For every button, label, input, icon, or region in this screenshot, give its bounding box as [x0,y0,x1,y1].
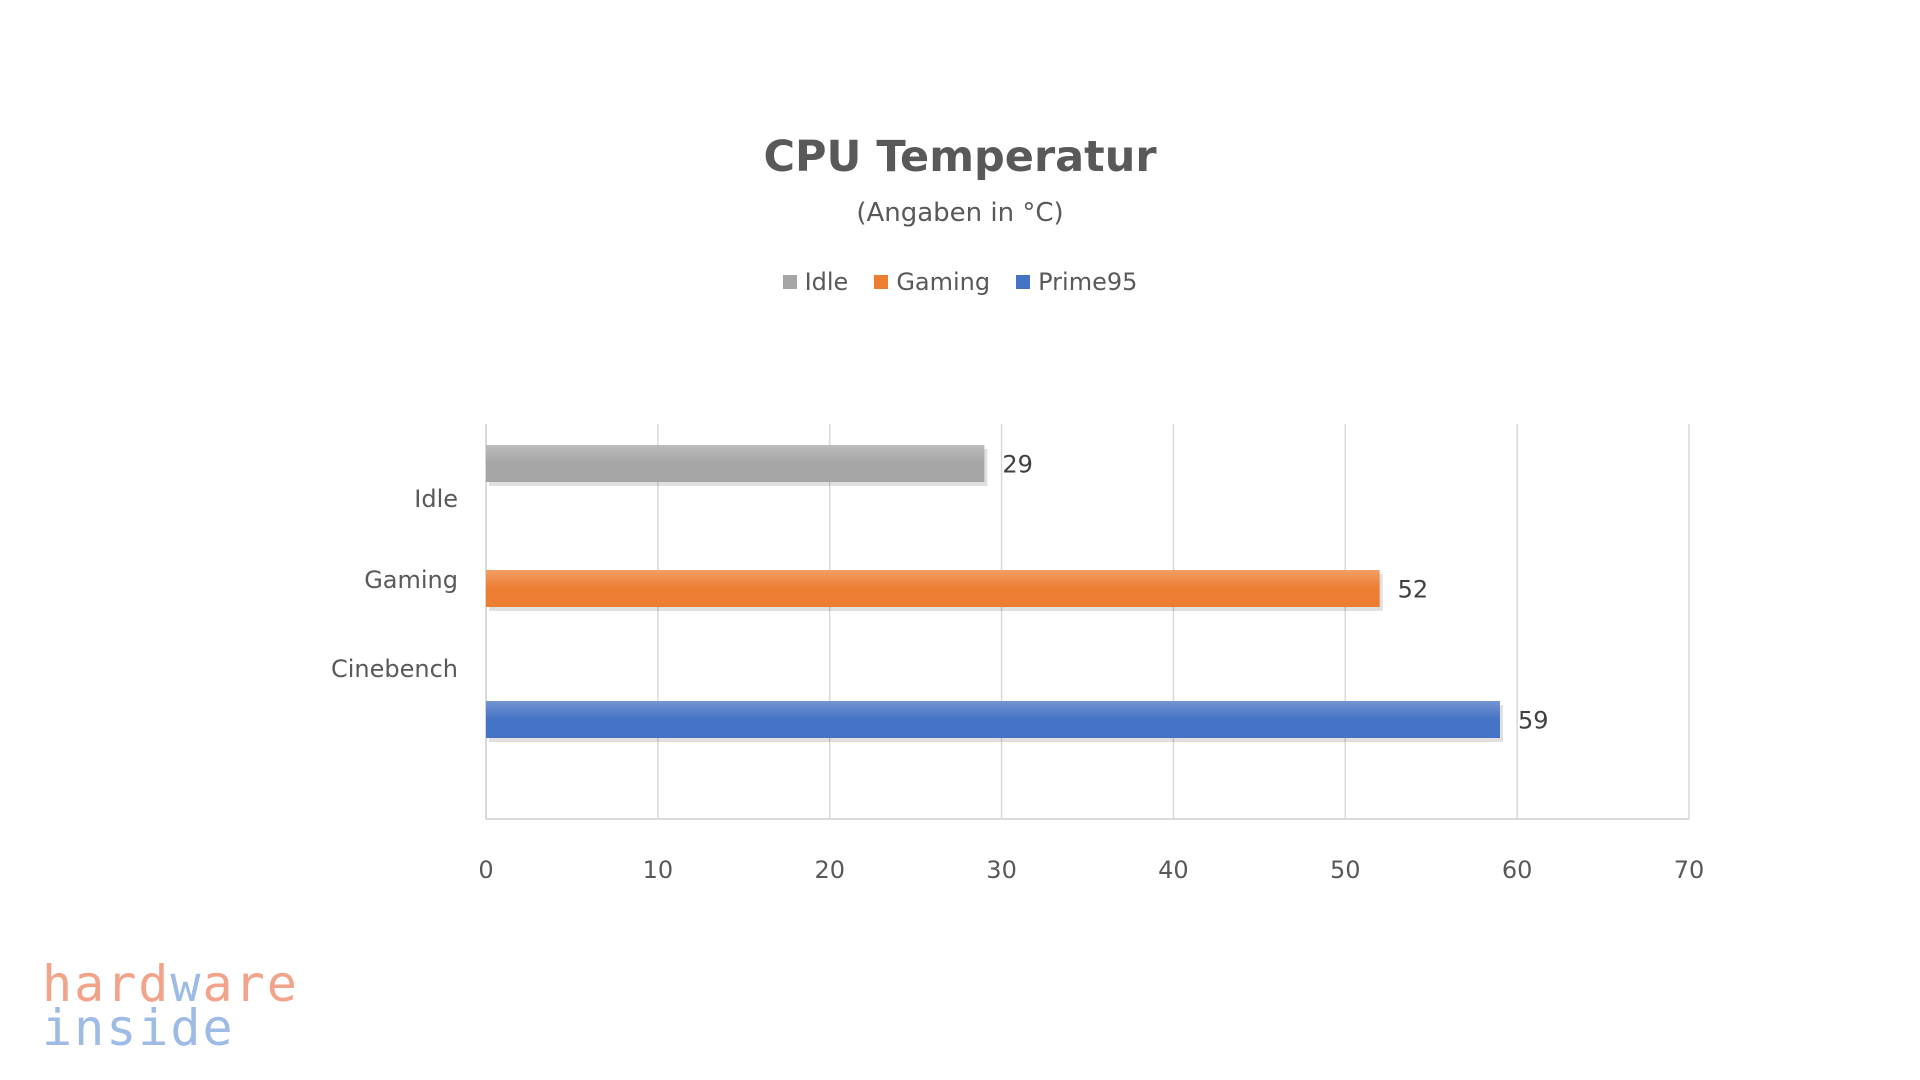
chart-subtitle: (Angaben in °C) [856,198,1064,228]
x-tick-label-50: 50 [1330,856,1361,884]
data-label-gaming: 52 [1398,576,1429,604]
x-tick-label-60: 60 [1502,856,1533,884]
data-label-idle: 29 [1002,451,1033,479]
logo-text-a: hard [42,955,171,1013]
x-tick-label-0: 0 [478,856,493,884]
x-tick-label-30: 30 [986,856,1017,884]
y-category-label-idle: Idle [414,485,458,513]
logo-text-b: w [170,955,203,1013]
legend-label-idle: Idle [804,268,849,296]
x-tick-label-70: 70 [1674,856,1705,884]
bar-gaming [486,570,1380,607]
legend-item-gaming: Gaming [874,268,990,296]
legend-swatch-prime95 [1016,275,1031,289]
legend-item-idle: Idle [782,268,849,296]
logo-text-inside: inside [42,999,235,1057]
logo-text-c: are [202,955,299,1013]
hardwareinside-logo: hardware inside [42,959,299,1057]
y-category-label-cinebench: Cinebench [331,655,458,683]
bar-idle [486,445,985,482]
y-category-label-gaming: Gaming [364,566,458,594]
legend-swatch-idle [782,275,797,289]
legend-label-prime95: Prime95 [1038,268,1138,296]
legend-item-prime95: Prime95 [1016,268,1137,296]
data-label-prime95: 59 [1518,707,1549,735]
x-tick-label-40: 40 [1158,856,1189,884]
legend-swatch-gaming [874,275,889,289]
x-tick-label-10: 10 [643,856,674,884]
legend: Idle Gaming Prime95 [0,268,1920,296]
x-tick-label-20: 20 [814,856,845,884]
bar-prime95 [486,701,1500,738]
chart-title: CPU Temperatur [763,132,1157,182]
legend-label-gaming: Gaming [896,268,991,296]
